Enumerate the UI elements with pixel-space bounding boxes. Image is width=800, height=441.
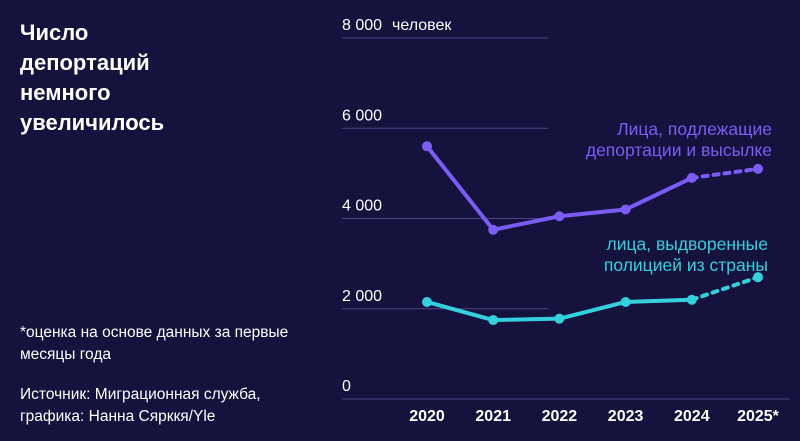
source-credit: Источник: Миграционная служба, графика: … — [20, 386, 261, 425]
y-unit-label: человек — [392, 17, 452, 34]
data-point — [753, 272, 763, 283]
y-tick-label: 6 000 — [342, 107, 382, 124]
chart-title: Число депортаций немного увеличилось — [20, 20, 165, 135]
x-tick-label: 2021 — [475, 408, 511, 425]
data-point — [488, 224, 499, 235]
y-tick-label: 2 000 — [342, 288, 382, 305]
data-point — [620, 204, 631, 215]
series-label: Лица, подлежащие — [617, 119, 772, 139]
data-point — [488, 315, 499, 326]
data-point — [620, 296, 631, 307]
y-tick-label: 8 000 — [342, 17, 382, 34]
x-tick-label: 2025* — [737, 408, 780, 425]
series-label: полицией из страны — [604, 255, 768, 275]
data-point — [422, 141, 432, 152]
data-point — [686, 172, 697, 183]
series-label: депортации и высылке — [586, 140, 772, 160]
x-tick-label: 2020 — [409, 408, 445, 425]
y-tick-label: 4 000 — [342, 198, 382, 215]
data-point — [753, 163, 763, 174]
data-point — [422, 296, 432, 307]
series-label: лица, выдворенные — [607, 234, 769, 254]
x-tick-label: 2023 — [608, 408, 644, 425]
data-point — [554, 313, 565, 324]
y-tick-label: 0 — [342, 378, 351, 395]
series-line-estimate — [689, 166, 760, 180]
data-point — [686, 294, 697, 305]
series-line-estimate — [689, 275, 760, 302]
x-tick-label: 2022 — [542, 408, 578, 425]
data-point — [554, 211, 565, 222]
estimate-note: *оценка на основе данных за первые месяц… — [20, 324, 289, 363]
x-tick-label: 2024 — [674, 408, 710, 425]
